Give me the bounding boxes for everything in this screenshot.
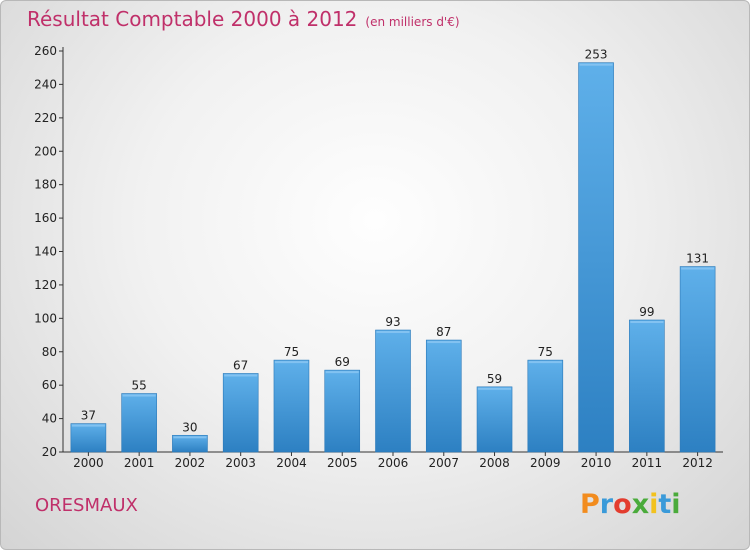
x-tick-label-2011: 2011 (632, 456, 663, 470)
bar-highlight-2006 (376, 331, 410, 334)
x-tick-label-2005: 2005 (327, 456, 358, 470)
y-tick-label: 200 (34, 144, 57, 158)
bar-highlight-2010 (579, 63, 613, 66)
x-tick-label-2004: 2004 (276, 456, 307, 470)
bar-highlight-2011 (630, 321, 664, 324)
x-tick-label-2006: 2006 (378, 456, 409, 470)
data-label-2006: 93 (385, 315, 400, 329)
x-tick-label-2002: 2002 (175, 456, 206, 470)
bar-2008 (476, 386, 513, 453)
data-label-2004: 75 (284, 345, 299, 359)
bar-2010 (578, 62, 614, 453)
y-tick-label: 120 (34, 278, 57, 292)
y-tick-label: 40 (42, 412, 57, 426)
y-tick-label: 160 (34, 211, 57, 225)
data-label-2009: 75 (538, 345, 553, 359)
y-tick-label: 180 (34, 178, 57, 192)
x-tick-label-2012: 2012 (682, 456, 713, 470)
commune-name: ORESMAUX (35, 495, 138, 516)
chart-title: Résultat Comptable 2000 à 2012 (en millie… (27, 7, 460, 31)
bar-highlight-2009 (528, 361, 562, 364)
data-label-2005: 69 (335, 355, 350, 369)
data-label-2001: 55 (132, 379, 147, 393)
bar-highlight-2007 (427, 341, 461, 344)
chart-title-text: Résultat Comptable 2000 à 2012 (27, 7, 358, 31)
data-label-2008: 59 (487, 372, 502, 386)
bar-highlight-2003 (224, 374, 258, 377)
x-tick-label-2001: 2001 (124, 456, 155, 470)
y-tick-label: 140 (34, 245, 57, 259)
y-tick-label: 240 (34, 77, 57, 91)
y-tick-label: 20 (42, 445, 57, 459)
bar-highlight-2005 (325, 371, 359, 374)
y-tick-label: 60 (42, 378, 57, 392)
bar-2001 (121, 393, 157, 453)
bar-highlight-2012 (681, 267, 715, 270)
bar-2003 (222, 373, 259, 453)
x-tick-label-2010: 2010 (581, 456, 612, 470)
data-label-2007: 87 (436, 325, 451, 339)
bar-2004 (273, 359, 310, 453)
data-label-2000: 37 (81, 409, 96, 423)
data-label-2011: 99 (639, 305, 654, 319)
x-tick-label-2007: 2007 (428, 456, 459, 470)
x-tick-label-2000: 2000 (73, 456, 104, 470)
x-tick-label-2003: 2003 (225, 456, 256, 470)
bar-highlight-2008 (478, 387, 512, 390)
bar-2007 (425, 339, 462, 453)
bar-highlight-2004 (274, 361, 308, 364)
y-tick-label: 260 (34, 44, 57, 58)
bar-2012 (679, 266, 716, 453)
bar-2006 (375, 329, 411, 453)
x-tick-label-2008: 2008 (479, 456, 510, 470)
data-label-2003: 67 (233, 358, 248, 372)
chart-unit: (en milliers d'€) (365, 15, 460, 29)
x-tick-label-2009: 2009 (530, 456, 561, 470)
bar-highlight-2000 (71, 424, 105, 427)
data-label-2010: 253 (585, 48, 608, 62)
bar-highlight-2002 (173, 436, 207, 439)
bar-2009 (527, 359, 564, 453)
bar-2002 (172, 434, 208, 453)
bar-highlight-2001 (122, 394, 156, 397)
proxiti-logo: Proxiti (580, 489, 681, 520)
y-tick-label: 100 (34, 311, 57, 325)
bar-2011 (629, 319, 665, 453)
data-label-2002: 30 (182, 420, 197, 434)
bar-2000 (70, 423, 107, 453)
data-label-2012: 131 (686, 252, 709, 266)
bar-2005 (324, 369, 361, 453)
y-tick-label: 80 (42, 345, 57, 359)
y-tick-label: 220 (34, 111, 57, 125)
